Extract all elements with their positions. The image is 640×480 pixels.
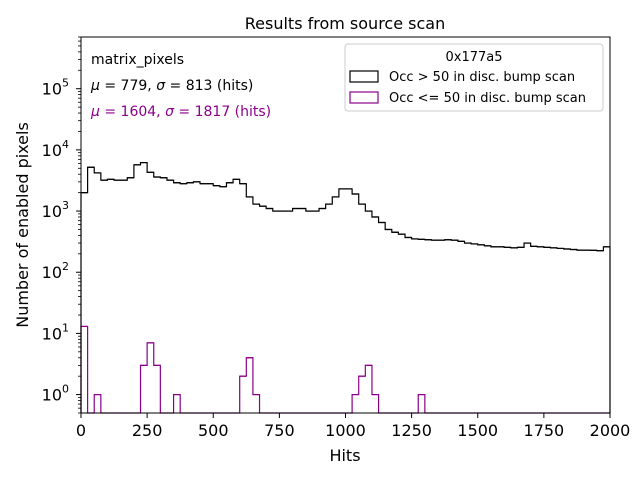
- legend-swatch-occ-high: [349, 70, 379, 83]
- legend: 0x177a5 Occ > 50 in disc. bump scan Occ …: [344, 43, 604, 112]
- y-tick-label: 100: [42, 383, 69, 405]
- axes-layer: 0 250 500 750 1000 1250 1500 1750 20001001011021…: [42, 36, 631, 440]
- x-axis-label: Hits: [329, 446, 360, 465]
- x-tick-label: 1250: [391, 421, 432, 440]
- sigma-symbol: σ: [156, 78, 166, 94]
- y-tick-exponent: 4: [62, 138, 69, 151]
- y-tick-base: 10: [42, 386, 62, 405]
- y-tick-label: 104: [42, 138, 69, 160]
- mu-symbol: μ: [90, 104, 100, 120]
- legend-label-occ-low: Occ <= 50 in disc. bump scan: [389, 91, 586, 106]
- y-tick-base: 10: [42, 202, 62, 221]
- mu-value: = 1604,: [100, 104, 165, 120]
- annotation-stats-occ-low: μ = 1604, σ = 1817 (hits): [90, 104, 271, 120]
- legend-frame: [344, 43, 604, 112]
- x-tick-label: 750: [264, 421, 295, 440]
- y-tick-exponent: 0: [62, 383, 69, 396]
- series-1: [80, 161, 611, 413]
- y-tick-exponent: 2: [62, 260, 69, 273]
- y-tick-base: 10: [42, 141, 62, 160]
- y-tick-label: 105: [42, 77, 69, 99]
- sigma-value: = 1817 (hits): [174, 104, 271, 120]
- x-tick-label: 500: [198, 421, 229, 440]
- legend-title: 0x177a5: [445, 50, 502, 65]
- mu-symbol: μ: [90, 78, 100, 94]
- y-tick-exponent: 1: [62, 321, 69, 334]
- legend-swatch-occ-low: [349, 91, 379, 104]
- x-tick-label: 1500: [457, 421, 498, 440]
- mu-value: = 779,: [100, 78, 156, 94]
- x-tick-label: 2000: [590, 421, 631, 440]
- y-tick-label: 102: [42, 260, 69, 282]
- legend-label-occ-high: Occ > 50 in disc. bump scan: [389, 70, 575, 85]
- y-tick-label: 101: [42, 321, 69, 343]
- x-tick-label: 1750: [524, 421, 565, 440]
- x-tick-label: 1000: [325, 421, 366, 440]
- sigma-value: = 813 (hits): [165, 78, 253, 94]
- y-axis-label: Number of enabled pixels: [13, 122, 32, 328]
- sigma-symbol: σ: [165, 104, 175, 120]
- y-tick-base: 10: [42, 80, 62, 99]
- annotation-name: matrix_pixels: [91, 52, 184, 68]
- x-tick-label: 250: [132, 421, 163, 440]
- chart-title: Results from source scan: [245, 14, 445, 33]
- y-tick-exponent: 5: [62, 77, 69, 90]
- y-tick-label: 103: [42, 199, 69, 221]
- x-tick-label: 0: [76, 421, 86, 440]
- y-tick-base: 10: [42, 263, 62, 282]
- annotation-stats-occ-high: μ = 779, σ = 813 (hits): [90, 78, 253, 94]
- y-tick-exponent: 3: [62, 199, 69, 212]
- y-tick-base: 10: [42, 324, 62, 343]
